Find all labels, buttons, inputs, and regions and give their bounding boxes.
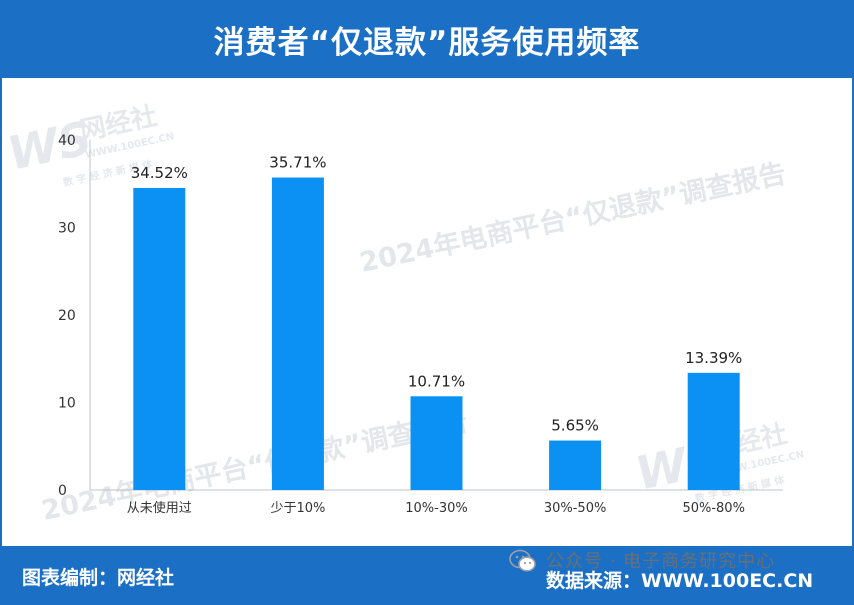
wechat-account: 公众号 · 电子商务研究中心 [546, 551, 776, 572]
chart-credit: 图表编制：网经社 [22, 567, 175, 589]
chart-title: 消费者“仅退款”服务使用频率 [213, 24, 641, 61]
data-source: 数据来源：WWW.100EC.CN [546, 570, 814, 592]
data-label: 5.65% [551, 417, 599, 435]
bar [133, 187, 186, 490]
bar-series [133, 177, 740, 490]
y-tick-label: 40 [58, 133, 76, 149]
bar [271, 177, 324, 490]
y-tick-labels: 0 10 20 30 40 [58, 133, 76, 499]
category-label: 50%-80% [682, 501, 744, 516]
category-label: 10%-30% [405, 501, 467, 516]
bar [687, 372, 740, 490]
wechat-icon [509, 549, 536, 572]
category-label: 少于10% [270, 501, 325, 516]
data-label: 35.71% [269, 154, 326, 172]
category-label: 30%-50% [544, 501, 606, 516]
data-label: 13.39% [685, 349, 742, 367]
chart-footer: 图表编制：网经社 数据来源：WWW.100EC.CN [0, 546, 854, 605]
y-tick-label: 20 [58, 308, 76, 324]
data-labels: 34.52% 35.71% 10.71% 5.65% 13.39% [131, 154, 743, 435]
y-tick-label: 0 [58, 483, 67, 499]
category-label: 从未使用过 [127, 500, 192, 516]
y-tick-label: 30 [58, 221, 76, 237]
category-labels: 从未使用过 少于10% 10%-30% 30%-50% 50%-80% [127, 500, 745, 516]
bar [549, 440, 602, 490]
bar [410, 396, 463, 490]
data-label: 10.71% [408, 372, 465, 390]
y-tick-label: 10 [58, 396, 76, 412]
data-label: 34.52% [131, 164, 188, 182]
chart-header: 消费者“仅退款”服务使用频率 [0, 0, 854, 78]
watermark-survey-upper: 2024年电商平台“仅退款”调查报告 [357, 157, 789, 279]
